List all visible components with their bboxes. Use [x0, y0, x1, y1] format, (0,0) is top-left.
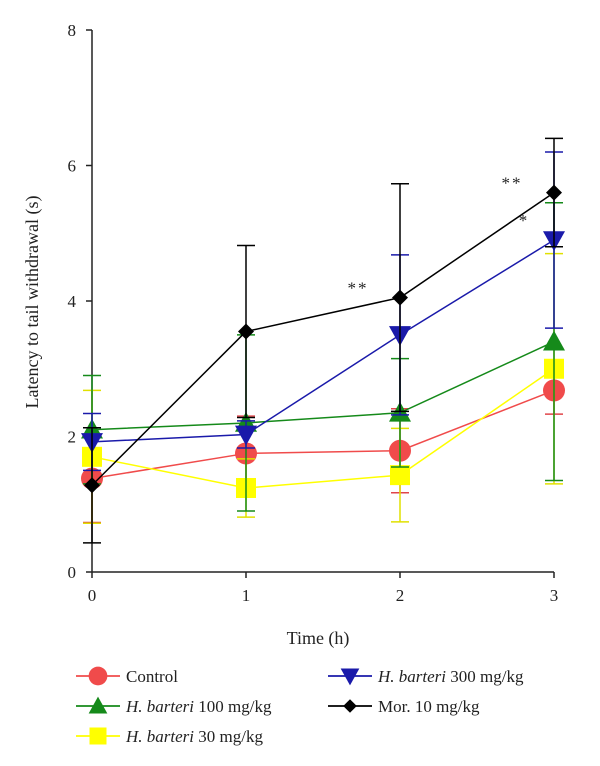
y-tick-label: 4	[68, 292, 77, 311]
legend-label-part: H. barteri	[125, 697, 194, 716]
annotations: *****	[348, 174, 530, 298]
legend-label: H. barteri 300 mg/kg	[377, 667, 524, 686]
significance-label: *	[519, 211, 530, 230]
axes	[91, 30, 554, 573]
series-line	[91, 389, 555, 480]
y-tick-label: 0	[68, 563, 77, 582]
series-3	[81, 151, 565, 472]
y-tick-label: 8	[68, 21, 77, 40]
data-point-triangle-down	[235, 425, 257, 446]
series-line	[91, 340, 555, 431]
legend-label-part: H. barteri	[125, 727, 194, 746]
series-line	[91, 239, 555, 443]
series-1	[81, 202, 565, 512]
x-tick-label: 3	[550, 586, 559, 605]
data-point-diamond	[238, 323, 254, 340]
series-line	[91, 191, 555, 486]
y-tick-label: 2	[68, 428, 77, 447]
legend-item: Control	[76, 666, 178, 686]
legend-label-part: 300 mg/kg	[446, 667, 524, 686]
data-point-diamond	[392, 289, 408, 306]
y-tick-label: 6	[68, 157, 77, 176]
x-ticks: 0 1 2 3	[88, 572, 559, 605]
data-point-diamond	[84, 477, 100, 494]
series-line	[91, 368, 555, 489]
legend-label-part: 30 mg/kg	[194, 727, 263, 746]
legend-marker-triangle-down	[340, 668, 360, 686]
legend-marker-square	[89, 727, 107, 745]
x-tick-label: 1	[242, 586, 251, 605]
series-4	[83, 137, 563, 544]
significance-label: **	[348, 279, 369, 298]
y-ticks: 0 2 4 6 8	[68, 21, 92, 582]
legend-label: Mor. 10 mg/kg	[378, 697, 480, 716]
data-point-triangle-up	[543, 330, 565, 351]
x-tick-label: 2	[396, 586, 405, 605]
legend-label: H. barteri 30 mg/kg	[125, 727, 263, 746]
series-0	[81, 365, 565, 524]
x-axis-title: Time (h)	[287, 628, 350, 649]
legend-label: Control	[126, 667, 178, 686]
data-point-diamond	[546, 184, 562, 201]
legend-item: H. barteri 30 mg/kg	[76, 727, 263, 746]
legend-label-part: Control	[126, 667, 178, 686]
legend-label-part: 100 mg/kg	[194, 697, 272, 716]
y-axis-title: Latency to tail withdrawal (s)	[22, 196, 43, 409]
legend-marker-triangle-up	[88, 696, 108, 714]
legend-item: H. barteri 300 mg/kg	[328, 667, 524, 686]
series-2	[82, 252, 564, 524]
legend-label: H. barteri 100 mg/kg	[125, 697, 272, 716]
x-tick-label: 0	[88, 586, 97, 605]
data-point-square	[390, 465, 410, 486]
significance-label: **	[502, 174, 523, 193]
legend-item: H. barteri 100 mg/kg	[76, 696, 272, 716]
legend-item: Mor. 10 mg/kg	[328, 697, 480, 716]
legend-label-part: H. barteri	[377, 667, 446, 686]
legend-marker-diamond	[343, 699, 357, 713]
legend-label-part: Mor. 10 mg/kg	[378, 697, 480, 716]
plot-area	[81, 137, 565, 544]
legend-marker-circle	[88, 666, 108, 686]
